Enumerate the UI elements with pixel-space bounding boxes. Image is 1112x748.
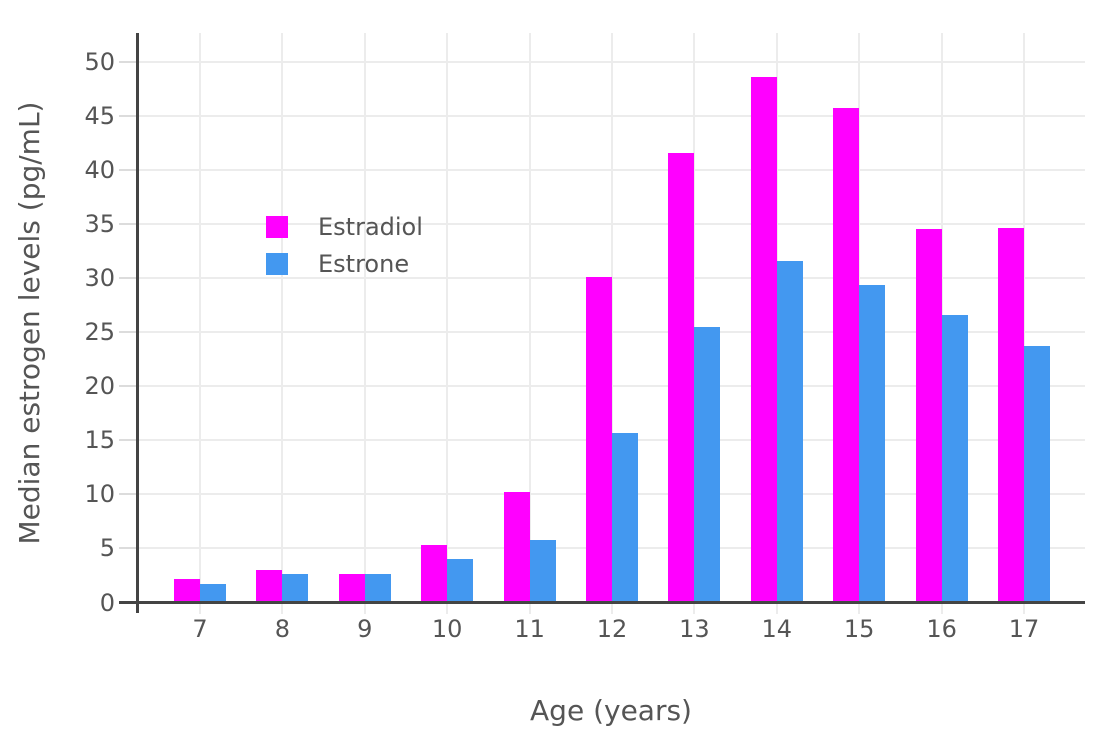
y-tick-mark-15 bbox=[119, 439, 137, 442]
bar-estradiol-12 bbox=[586, 277, 612, 603]
legend: Estradiol Estrone bbox=[266, 213, 423, 290]
bar-estrone-7 bbox=[200, 584, 226, 603]
bar-estradiol-13 bbox=[668, 152, 695, 603]
bar-estrone-11 bbox=[529, 539, 556, 603]
bar-estradiol-16 bbox=[915, 228, 942, 603]
x-tick-label-7: 7 bbox=[192, 615, 208, 643]
bar-estradiol-14 bbox=[750, 77, 777, 603]
y-tick-mark-35 bbox=[119, 223, 137, 226]
x-tick-label-10: 10 bbox=[431, 615, 463, 643]
x-gridline-17 bbox=[1023, 33, 1025, 614]
x-tick-label-8: 8 bbox=[274, 615, 291, 643]
y-tick-label-5: 5 bbox=[99, 534, 115, 563]
x-axis-title: Age (years) bbox=[530, 694, 692, 727]
x-gridline-9 bbox=[363, 33, 366, 614]
x-gridline-11 bbox=[528, 33, 531, 614]
bar-estrone-13 bbox=[694, 326, 721, 603]
x-gridline-8 bbox=[281, 33, 284, 614]
y-tick-mark-5 bbox=[119, 547, 137, 550]
y-tick-label-40: 40 bbox=[84, 156, 115, 185]
y-tick-label-10: 10 bbox=[84, 480, 115, 509]
y-tick-label-0: 0 bbox=[99, 588, 115, 617]
bar-estrone-8 bbox=[282, 574, 309, 603]
bar-estradiol-7 bbox=[174, 578, 200, 603]
legend-swatch-estrone bbox=[266, 253, 288, 275]
y-tick-label-35: 35 bbox=[84, 210, 115, 239]
legend-item-estrone[interactable]: Estrone bbox=[266, 250, 423, 278]
bar-estradiol-10 bbox=[421, 545, 448, 603]
x-gridline-13 bbox=[693, 33, 696, 614]
y-tick-mark-30 bbox=[119, 277, 137, 280]
x-tick-label-13: 13 bbox=[679, 615, 710, 643]
bar-estrone-10 bbox=[447, 559, 474, 603]
legend-label-estrone: Estrone bbox=[318, 250, 410, 278]
y-axis-title: Median estrogen levels (pg/mL) bbox=[13, 101, 46, 545]
bar-estrone-15 bbox=[859, 284, 886, 603]
y-tick-mark-10 bbox=[119, 493, 137, 496]
bar-estradiol-11 bbox=[503, 492, 530, 603]
y-tick-mark-45 bbox=[119, 115, 137, 118]
bar-estrone-9 bbox=[364, 574, 391, 603]
y-tick-label-25: 25 bbox=[84, 318, 115, 347]
x-tick-label-17: 17 bbox=[1008, 615, 1040, 643]
x-gridline-7 bbox=[199, 33, 201, 614]
x-tick-label-15: 15 bbox=[843, 615, 875, 643]
x-gridline-12 bbox=[611, 33, 613, 614]
x-tick-label-9: 9 bbox=[357, 615, 373, 643]
legend-swatch-estradiol bbox=[266, 216, 288, 238]
y-tick-label-50: 50 bbox=[84, 48, 115, 77]
y-tick-label-15: 15 bbox=[84, 426, 115, 455]
bar-estradiol-8 bbox=[256, 570, 283, 603]
bar-estrone-14 bbox=[776, 261, 803, 603]
x-tick-label-16: 16 bbox=[926, 615, 957, 643]
x-gridline-10 bbox=[446, 33, 449, 614]
x-tick-label-11: 11 bbox=[514, 615, 545, 643]
y-tick-label-20: 20 bbox=[84, 372, 115, 401]
y-tick-mark-40 bbox=[119, 169, 137, 172]
bar-estrone-16 bbox=[941, 315, 968, 603]
legend-label-estradiol: Estradiol bbox=[318, 213, 423, 241]
x-axis-line bbox=[119, 601, 1085, 604]
bar-estrone-17 bbox=[1024, 346, 1050, 603]
bar-estrone-12 bbox=[612, 432, 638, 603]
x-tick-label-14: 14 bbox=[761, 615, 793, 643]
y-tick-label-45: 45 bbox=[84, 102, 115, 131]
y-tick-label-30: 30 bbox=[84, 264, 115, 293]
bar-estradiol-15 bbox=[833, 107, 860, 603]
y-tick-mark-50 bbox=[119, 61, 137, 64]
y-tick-mark-20 bbox=[119, 385, 137, 388]
bar-estradiol-9 bbox=[338, 574, 365, 603]
y-tick-mark-25 bbox=[119, 331, 137, 334]
legend-item-estradiol[interactable]: Estradiol bbox=[266, 213, 423, 241]
x-tick-label-12: 12 bbox=[596, 615, 628, 643]
bar-estradiol-17 bbox=[998, 227, 1024, 603]
y-axis-line bbox=[136, 33, 139, 613]
